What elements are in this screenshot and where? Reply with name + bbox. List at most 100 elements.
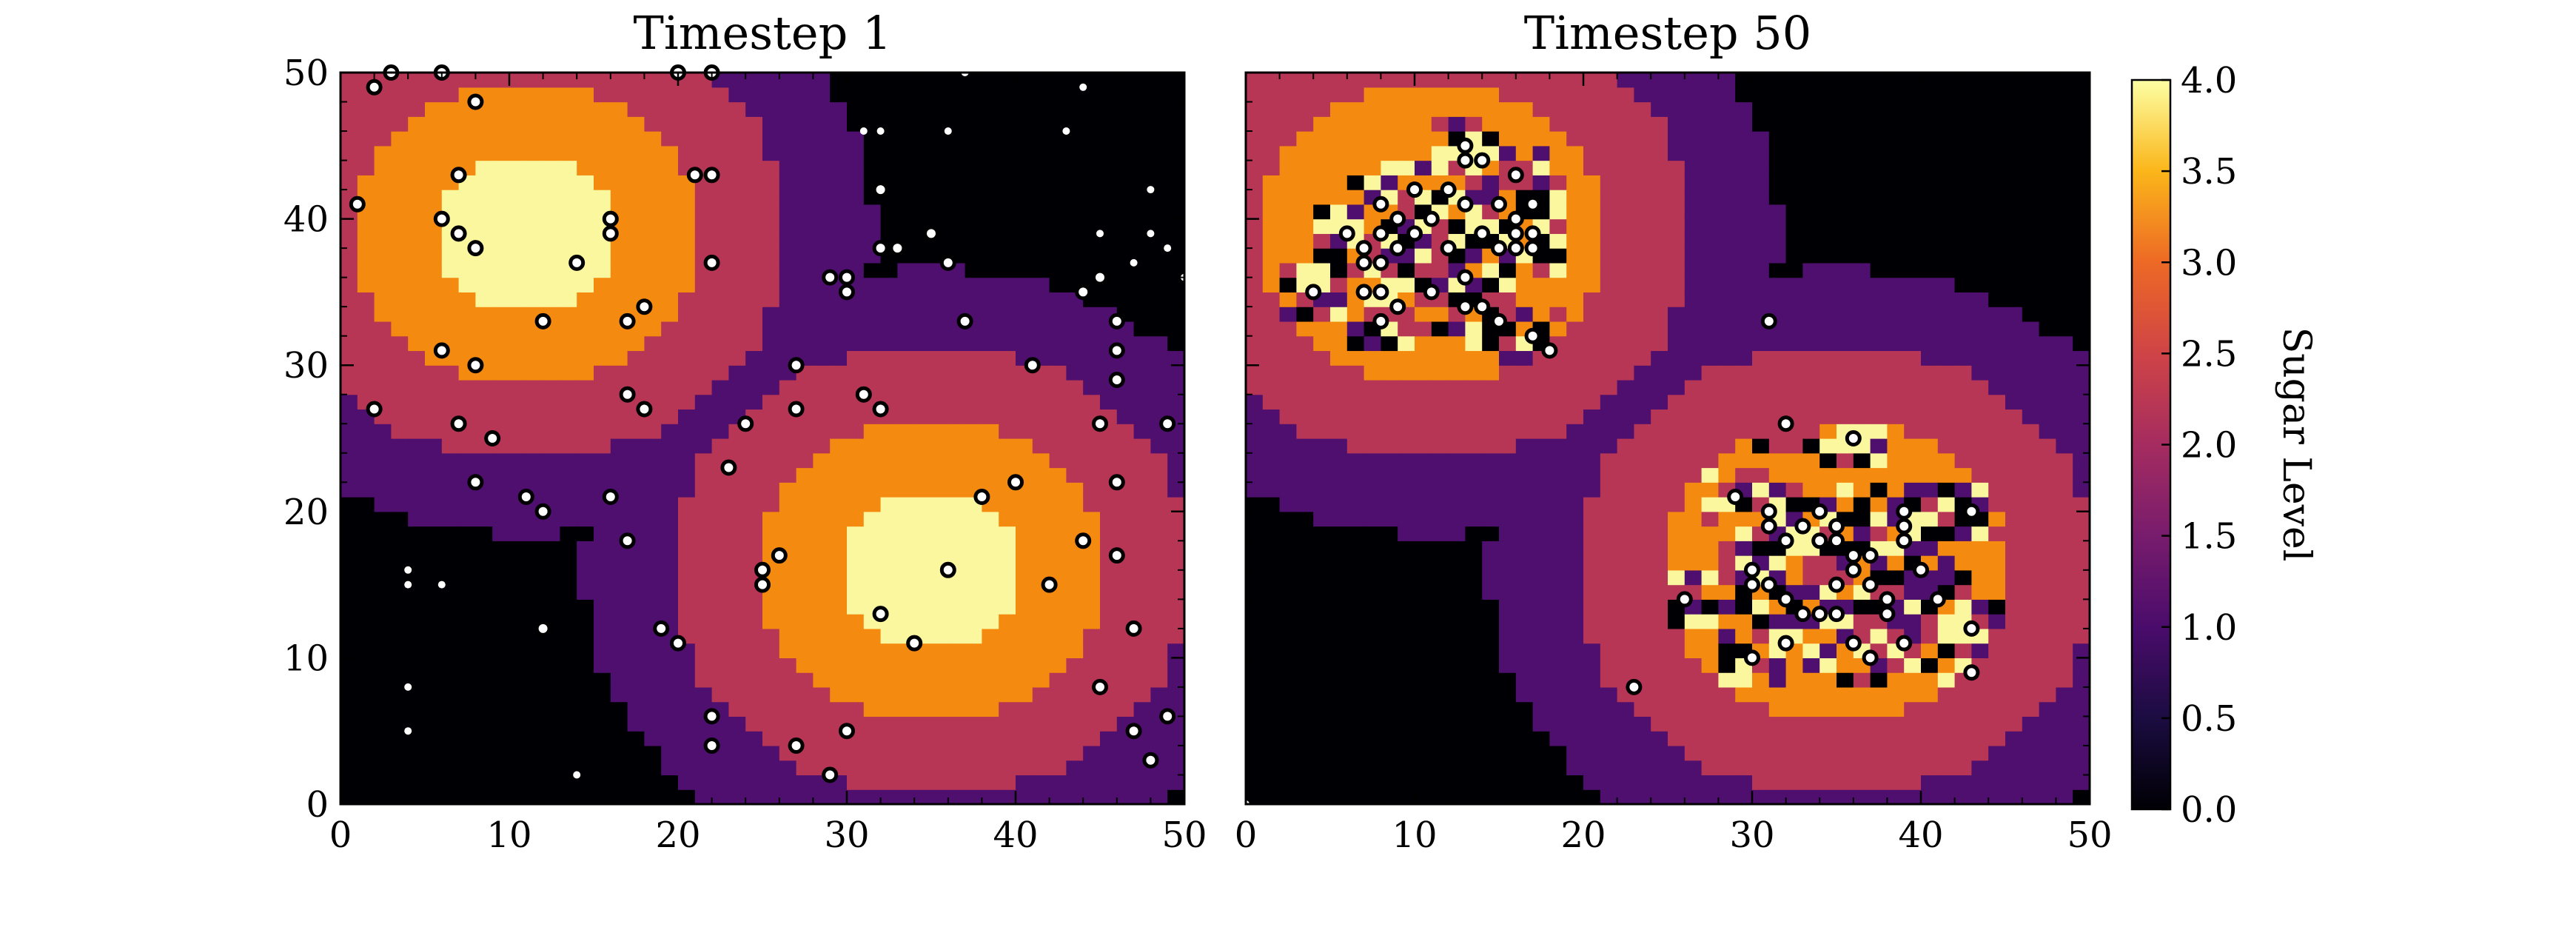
heat-cell [1634, 131, 1651, 147]
heat-cell [914, 760, 932, 776]
heat-cell [931, 175, 949, 190]
heat-cell [1246, 277, 1264, 292]
heat-cell [1279, 379, 1297, 395]
heat-cell [1634, 789, 1651, 805]
heat-cell [1482, 335, 1500, 352]
heat-cell [1819, 643, 1837, 658]
heat-cell [1718, 628, 1736, 644]
heat-cell [1988, 526, 2006, 541]
heat-cell [678, 701, 696, 717]
heat-cell [779, 292, 797, 307]
heat-cell [694, 101, 713, 117]
heat-cell [931, 160, 949, 175]
agent-marker [1108, 547, 1125, 564]
heat-cell [1262, 643, 1281, 658]
heat-cell [475, 131, 493, 147]
heat-cell [2005, 628, 2023, 644]
heat-cell [1482, 262, 1500, 278]
heat-cell [543, 277, 560, 292]
heat-cell [374, 686, 392, 703]
heat-cell [577, 218, 594, 234]
heat-cell [1566, 233, 1584, 249]
heat-cell [1262, 233, 1281, 249]
agent-marker [703, 737, 720, 754]
heat-cell [813, 599, 831, 615]
heat-cell [1971, 599, 1989, 615]
heat-cell [1768, 350, 1787, 366]
heat-cell [408, 160, 426, 175]
heat-cell [1988, 599, 2006, 615]
heat-cell [914, 614, 932, 629]
heat-cell [560, 307, 577, 322]
heat-cell [1398, 87, 1415, 103]
heat-cell [458, 379, 476, 395]
heat-cell [1279, 218, 1297, 234]
heat-cell [1837, 686, 1854, 703]
heat-cell [1431, 658, 1449, 673]
heat-cell [526, 116, 544, 132]
heat-cell [1116, 789, 1135, 805]
heat-cell [357, 672, 375, 688]
heat-cell [1853, 365, 1871, 381]
heat-cell [560, 497, 577, 512]
heat-cell [728, 262, 746, 278]
heat-cell [543, 643, 560, 658]
heat-cell [1768, 614, 1787, 629]
heat-cell [1701, 599, 1719, 615]
heat-cell [897, 467, 915, 483]
heat-cell [560, 233, 577, 249]
heat-cell [1532, 438, 1550, 454]
heat-cell [1768, 731, 1787, 746]
heat-cell [1735, 101, 1753, 117]
heat-cell [762, 365, 780, 381]
heat-cell [796, 686, 814, 703]
heat-cell [1971, 716, 1989, 732]
heat-cell [711, 760, 729, 776]
heat-cell [594, 145, 611, 161]
heat-cell [1566, 321, 1584, 337]
heat-cell [391, 101, 409, 117]
heat-cell [1381, 658, 1398, 673]
heat-cell [1988, 233, 2006, 249]
heat-cell [1049, 73, 1067, 88]
heat-cell [560, 701, 577, 717]
heat-cell [1032, 555, 1050, 571]
heat-cell [678, 438, 696, 454]
heat-cell [1785, 73, 1803, 88]
heat-cell [1785, 175, 1803, 190]
heat-cell [1904, 394, 1922, 410]
heat-cell [1988, 307, 2006, 322]
heat-cell [1167, 760, 1185, 776]
heat-cell [999, 335, 1016, 352]
heat-cell [408, 569, 426, 586]
heat-cell [1752, 760, 1770, 776]
heat-cell [1853, 731, 1871, 746]
heat-cell [492, 731, 510, 746]
heat-cell [779, 584, 797, 600]
heat-cell [1016, 643, 1033, 658]
heat-cell [341, 73, 358, 88]
heat-cell [1837, 204, 1854, 220]
heat-cell [982, 745, 999, 761]
heat-cell [1448, 569, 1466, 586]
heat-cell [982, 511, 999, 527]
heat-cell [1532, 614, 1550, 629]
heat-cell [1482, 745, 1500, 761]
heat-cell [1634, 482, 1651, 498]
heat-cell [796, 87, 814, 103]
heat-cell [728, 789, 746, 805]
heat-cell [847, 584, 865, 600]
heat-cell [1246, 101, 1264, 117]
heat-cell [1465, 424, 1483, 439]
heat-cell [627, 686, 645, 703]
heat-cell [1499, 131, 1517, 147]
heat-cell [577, 686, 594, 703]
heat-cell [1032, 760, 1050, 776]
heat-cell [678, 248, 696, 264]
heat-cell [441, 701, 460, 717]
heat-cell [1701, 658, 1719, 673]
heat-cell [1133, 131, 1151, 147]
heat-cell [627, 452, 645, 469]
heat-cell [813, 482, 831, 498]
heat-cell [1617, 511, 1634, 527]
